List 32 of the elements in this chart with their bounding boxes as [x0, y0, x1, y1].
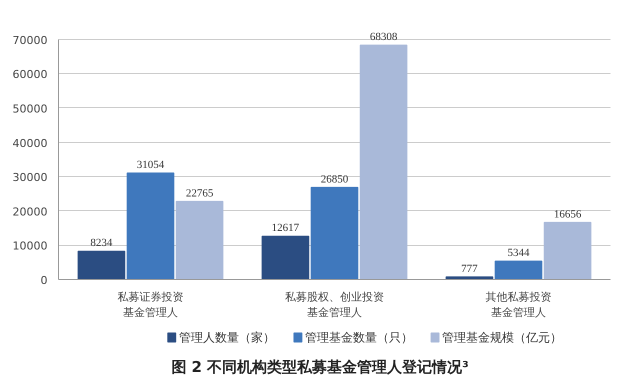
bar: [262, 236, 310, 280]
legend-label: 管理基金规模（亿元）: [442, 330, 562, 344]
bar: [126, 172, 174, 280]
y-tick-label: 70000: [12, 34, 48, 47]
data-label: 12617: [272, 222, 300, 234]
x-tick-label: 私募证券投资基金管理人: [118, 290, 184, 320]
data-label: 8234: [90, 237, 113, 250]
data-label: 16656: [554, 208, 582, 220]
bar: [360, 44, 408, 280]
legend-label: 管理基金数量（只）: [304, 330, 413, 344]
y-tick-label: 0: [40, 274, 48, 287]
y-tick-label: 20000: [12, 205, 48, 218]
data-label: 5344: [508, 247, 530, 260]
bar: [176, 200, 224, 280]
x-tick-label: 私募股权、创业投资基金管理人: [285, 290, 384, 320]
x-tick-label: 其他私募投资基金管理人: [486, 290, 552, 320]
y-tick-label: 60000: [12, 68, 48, 82]
bar: [310, 186, 358, 280]
data-label: 31054: [136, 158, 165, 171]
y-tick-label: 40000: [12, 136, 48, 150]
data-label: 777: [461, 262, 478, 275]
y-tick-label: 10000: [12, 240, 48, 253]
bar: [494, 260, 542, 280]
bar: [78, 250, 126, 280]
text: 图 2 不同机构类型私募基金管理人登记情况³: [171, 357, 469, 378]
data-label: 68308: [370, 31, 398, 44]
data-label: 22765: [186, 187, 214, 200]
y-tick-label: 30000: [12, 171, 48, 184]
y-tick-label: 50000: [12, 102, 48, 116]
data-label: 26850: [320, 173, 349, 186]
bar: [544, 222, 592, 280]
legend-label: 管理人数量（家）: [178, 330, 275, 344]
